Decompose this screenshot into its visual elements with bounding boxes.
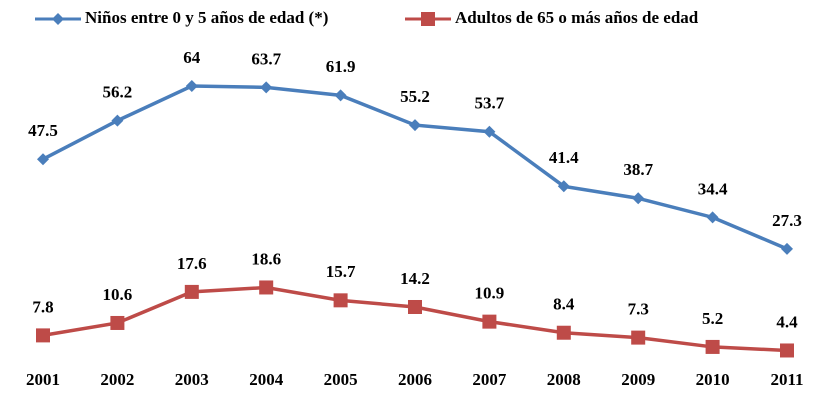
data-label: 41.4 bbox=[549, 148, 579, 167]
data-label: 18.6 bbox=[251, 249, 281, 268]
legend-label: Adultos de 65 o más años de edad bbox=[455, 8, 699, 27]
data-point bbox=[705, 339, 720, 354]
x-tick-label: 2002 bbox=[100, 370, 134, 389]
data-label: 7.8 bbox=[32, 297, 53, 316]
data-point bbox=[780, 343, 794, 358]
data-label: 63.7 bbox=[251, 49, 281, 68]
data-point bbox=[333, 293, 348, 308]
data-label: 14.2 bbox=[400, 269, 430, 288]
data-point bbox=[781, 242, 793, 255]
x-tick-label: 2006 bbox=[398, 370, 432, 389]
data-point bbox=[483, 125, 496, 138]
data-point bbox=[631, 330, 646, 345]
data-label: 10.6 bbox=[103, 285, 133, 304]
data-label: 8.4 bbox=[553, 295, 575, 314]
data-label: 17.6 bbox=[177, 254, 207, 273]
data-point bbox=[482, 314, 497, 329]
data-point bbox=[37, 153, 49, 166]
data-label: 38.7 bbox=[623, 160, 653, 179]
legend-marker bbox=[421, 12, 435, 26]
data-label: 55.2 bbox=[400, 87, 430, 106]
data-point bbox=[706, 211, 719, 224]
data-point bbox=[260, 81, 273, 94]
data-label: 61.9 bbox=[326, 57, 356, 76]
data-point bbox=[36, 328, 50, 343]
data-label: 7.3 bbox=[628, 300, 649, 319]
data-label: 5.2 bbox=[702, 309, 723, 328]
x-tick-label: 2003 bbox=[175, 370, 209, 389]
x-tick-label: 2009 bbox=[621, 370, 655, 389]
data-point bbox=[184, 284, 199, 299]
x-tick-label: 2011 bbox=[770, 370, 803, 389]
x-tick-label: 2004 bbox=[249, 370, 284, 389]
data-point bbox=[185, 80, 198, 93]
data-point bbox=[556, 325, 571, 340]
data-point bbox=[408, 299, 422, 314]
x-tick-label: 2008 bbox=[547, 370, 581, 389]
data-point bbox=[334, 89, 347, 102]
legend-label: Niños entre 0 y 5 años de edad (*) bbox=[85, 8, 328, 27]
x-tick-label: 2001 bbox=[26, 370, 60, 389]
data-point bbox=[110, 315, 125, 330]
data-label: 53.7 bbox=[475, 94, 505, 113]
data-label: 47.5 bbox=[28, 121, 58, 140]
data-label: 10.9 bbox=[475, 284, 505, 303]
series-line bbox=[42, 285, 788, 353]
data-point bbox=[557, 180, 570, 193]
data-label: 4.4 bbox=[776, 312, 798, 331]
legend-marker bbox=[52, 13, 64, 25]
series-line bbox=[42, 84, 788, 251]
x-tick-label: 2007 bbox=[472, 370, 507, 389]
data-point bbox=[409, 119, 421, 132]
data-label: 27.3 bbox=[772, 211, 802, 230]
data-label: 56.2 bbox=[103, 83, 133, 102]
x-tick-label: 2010 bbox=[696, 370, 730, 389]
data-point bbox=[632, 192, 645, 205]
data-label: 15.7 bbox=[326, 262, 356, 281]
x-tick-label: 2005 bbox=[324, 370, 358, 389]
data-point bbox=[111, 114, 124, 127]
data-label: 64 bbox=[183, 48, 201, 67]
data-point bbox=[259, 280, 274, 295]
data-label: 34.4 bbox=[698, 179, 728, 198]
